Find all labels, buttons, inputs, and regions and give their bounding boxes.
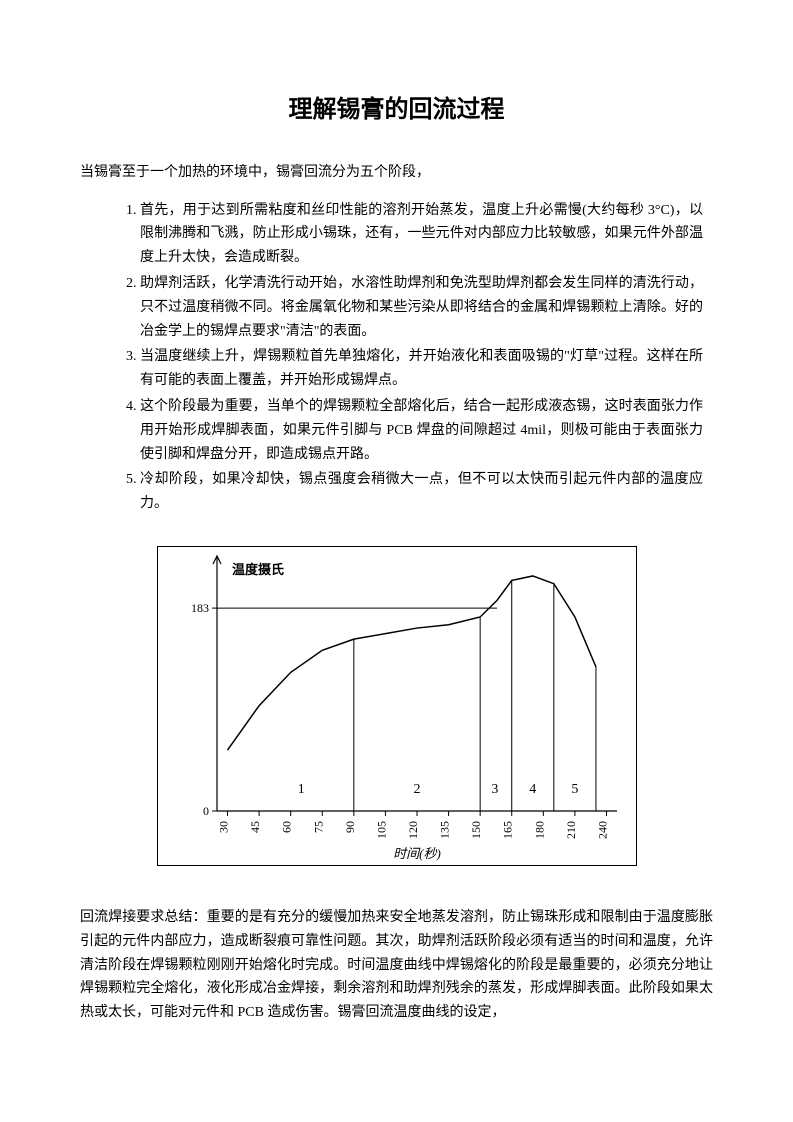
svg-text:210: 210 [563,821,577,839]
svg-text:75: 75 [311,821,325,833]
svg-text:183: 183 [191,601,209,615]
svg-text:时间(秒): 时间(秒) [393,846,441,861]
svg-text:1: 1 [297,782,304,797]
intro-text: 当锡膏至于一个加热的环境中，锡膏回流分为五个阶段， [80,161,713,185]
stage-list: 首先，用于达到所需粘度和丝印性能的溶剂开始蒸发，温度上升必需慢(大约每秒 3°C… [80,199,713,516]
svg-text:165: 165 [500,821,514,839]
page-title: 理解锡膏的回流过程 [80,90,713,131]
chart-svg: 温度摄氏018330456075901051201351501651802102… [157,546,637,866]
svg-text:45: 45 [248,821,262,833]
svg-text:135: 135 [437,821,451,839]
svg-text:2: 2 [413,782,420,797]
svg-text:3: 3 [491,782,498,797]
svg-text:30: 30 [216,821,230,833]
list-item: 这个阶段最为重要，当单个的焊锡颗粒全部熔化后，结合一起形成液态锡，这时表面张力作… [140,395,703,466]
svg-text:60: 60 [279,821,293,833]
list-item: 首先，用于达到所需粘度和丝印性能的溶剂开始蒸发，温度上升必需慢(大约每秒 3°C… [140,199,703,270]
svg-text:105: 105 [374,821,388,839]
list-item: 当温度继续上升，焊锡颗粒首先单独熔化，并开始液化和表面吸锡的"灯草"过程。这样在… [140,345,703,393]
svg-text:180: 180 [532,821,546,839]
svg-text:90: 90 [342,821,356,833]
svg-text:240: 240 [595,821,609,839]
svg-text:4: 4 [529,782,536,797]
svg-text:温度摄氏: 温度摄氏 [232,562,284,577]
svg-text:0: 0 [203,804,209,818]
list-item: 助焊剂活跃，化学清洗行动开始，水溶性助焊剂和免洗型助焊剂都会发生同样的清洗行动，… [140,272,703,343]
svg-text:120: 120 [406,821,420,839]
list-item: 冷却阶段，如果冷却快，锡点强度会稍微大一点，但不可以太快而引起元件内部的温度应力… [140,468,703,516]
reflow-chart: 温度摄氏018330456075901051201351501651802102… [157,546,637,866]
svg-text:150: 150 [469,821,483,839]
summary-text: 回流焊接要求总结：重要的是有充分的缓慢加热来安全地蒸发溶剂，防止锡珠形成和限制由… [80,906,713,1025]
svg-text:5: 5 [571,782,578,797]
